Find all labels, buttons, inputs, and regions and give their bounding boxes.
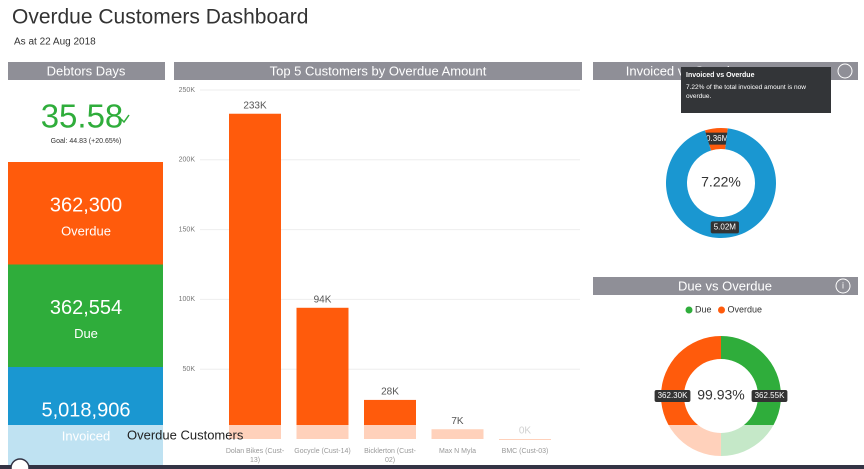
page-title: Overdue Customers Dashboard xyxy=(12,6,308,29)
data-label: 94K xyxy=(314,294,332,305)
data-label: 7K xyxy=(451,416,464,427)
info-icon[interactable] xyxy=(837,63,853,79)
kpi-check xyxy=(120,114,130,124)
kpi-card xyxy=(8,162,163,265)
donut-center-label: 7.22% xyxy=(701,174,741,190)
panel-header xyxy=(174,62,582,80)
kpi-card-label: Overdue xyxy=(61,223,111,238)
info-icon-glyph: i xyxy=(842,280,844,290)
x-tick-label: Gocycle (Cust-14) xyxy=(294,448,351,455)
kpi-value: 35.58 xyxy=(41,98,124,135)
tab-bar xyxy=(0,465,864,469)
x-tick-label: Dolan Bikes (Cust-13) xyxy=(225,448,285,464)
tooltip: Invoiced vs Overdue 7.22% of the total in… xyxy=(681,67,831,113)
legend-marker xyxy=(685,306,693,314)
x-tick-label: BMC (Cust-03) xyxy=(501,448,549,455)
panel-header xyxy=(593,277,858,295)
data-label: 233K xyxy=(243,100,267,111)
info-icon[interactable] xyxy=(835,278,851,294)
x-tick-label: Bicklerton (Cust-02) xyxy=(364,448,416,464)
donut-center-label: 99.93% xyxy=(697,387,744,403)
page-subtitle: As at 22 Aug 2018 xyxy=(14,37,96,48)
tab-handle[interactable] xyxy=(10,458,30,469)
data-label: 28K xyxy=(381,387,399,398)
panel-header xyxy=(8,62,165,80)
kpi-card-value: 362,554 xyxy=(50,297,122,319)
panel-title: Due vs Overdue xyxy=(678,278,772,293)
data-label-bg xyxy=(703,132,732,145)
panel-title: Debtors Days xyxy=(47,63,126,78)
tooltip-title: Invoiced vs Overdue xyxy=(686,72,755,79)
data-label-bg xyxy=(751,390,788,403)
x-tick-label: Max N Myla xyxy=(439,448,476,455)
y-tick-label: 250K xyxy=(179,87,196,94)
tab-label: Overdue Customers xyxy=(127,427,244,442)
y-tick-label: 50K xyxy=(183,366,196,373)
y-tick-label: 200K xyxy=(179,157,196,164)
tooltip-text: 7.22% of the total invoiced amount is no… xyxy=(686,84,806,100)
kpi-goal: Goal: 44.83 (+20.65%) xyxy=(51,138,122,145)
bar xyxy=(229,113,281,440)
legend-label: Overdue xyxy=(728,304,763,314)
data-label: 362.55K xyxy=(755,391,785,400)
y-tick-label: 150K xyxy=(179,226,196,233)
y-tick-label: 100K xyxy=(179,296,196,303)
panel-title: Top 5 Customers by Overdue Amount xyxy=(270,63,487,78)
data-label-bg xyxy=(654,389,691,402)
legend-marker xyxy=(718,306,726,314)
kpi-card xyxy=(8,264,163,368)
bar xyxy=(296,307,349,439)
legend-label: Due xyxy=(695,304,712,314)
data-label: 5.02M xyxy=(714,222,737,231)
data-label: 0.36M xyxy=(706,134,729,143)
kpi-card-label: Due xyxy=(74,326,98,341)
kpi-card-value: 362,300 xyxy=(50,194,122,216)
data-label: 362.30K xyxy=(658,391,688,400)
fade-overlay xyxy=(0,425,864,465)
donut-slice xyxy=(666,128,777,239)
data-label-bg xyxy=(710,221,739,234)
kpi-card-value: 5,018,906 xyxy=(42,399,131,421)
